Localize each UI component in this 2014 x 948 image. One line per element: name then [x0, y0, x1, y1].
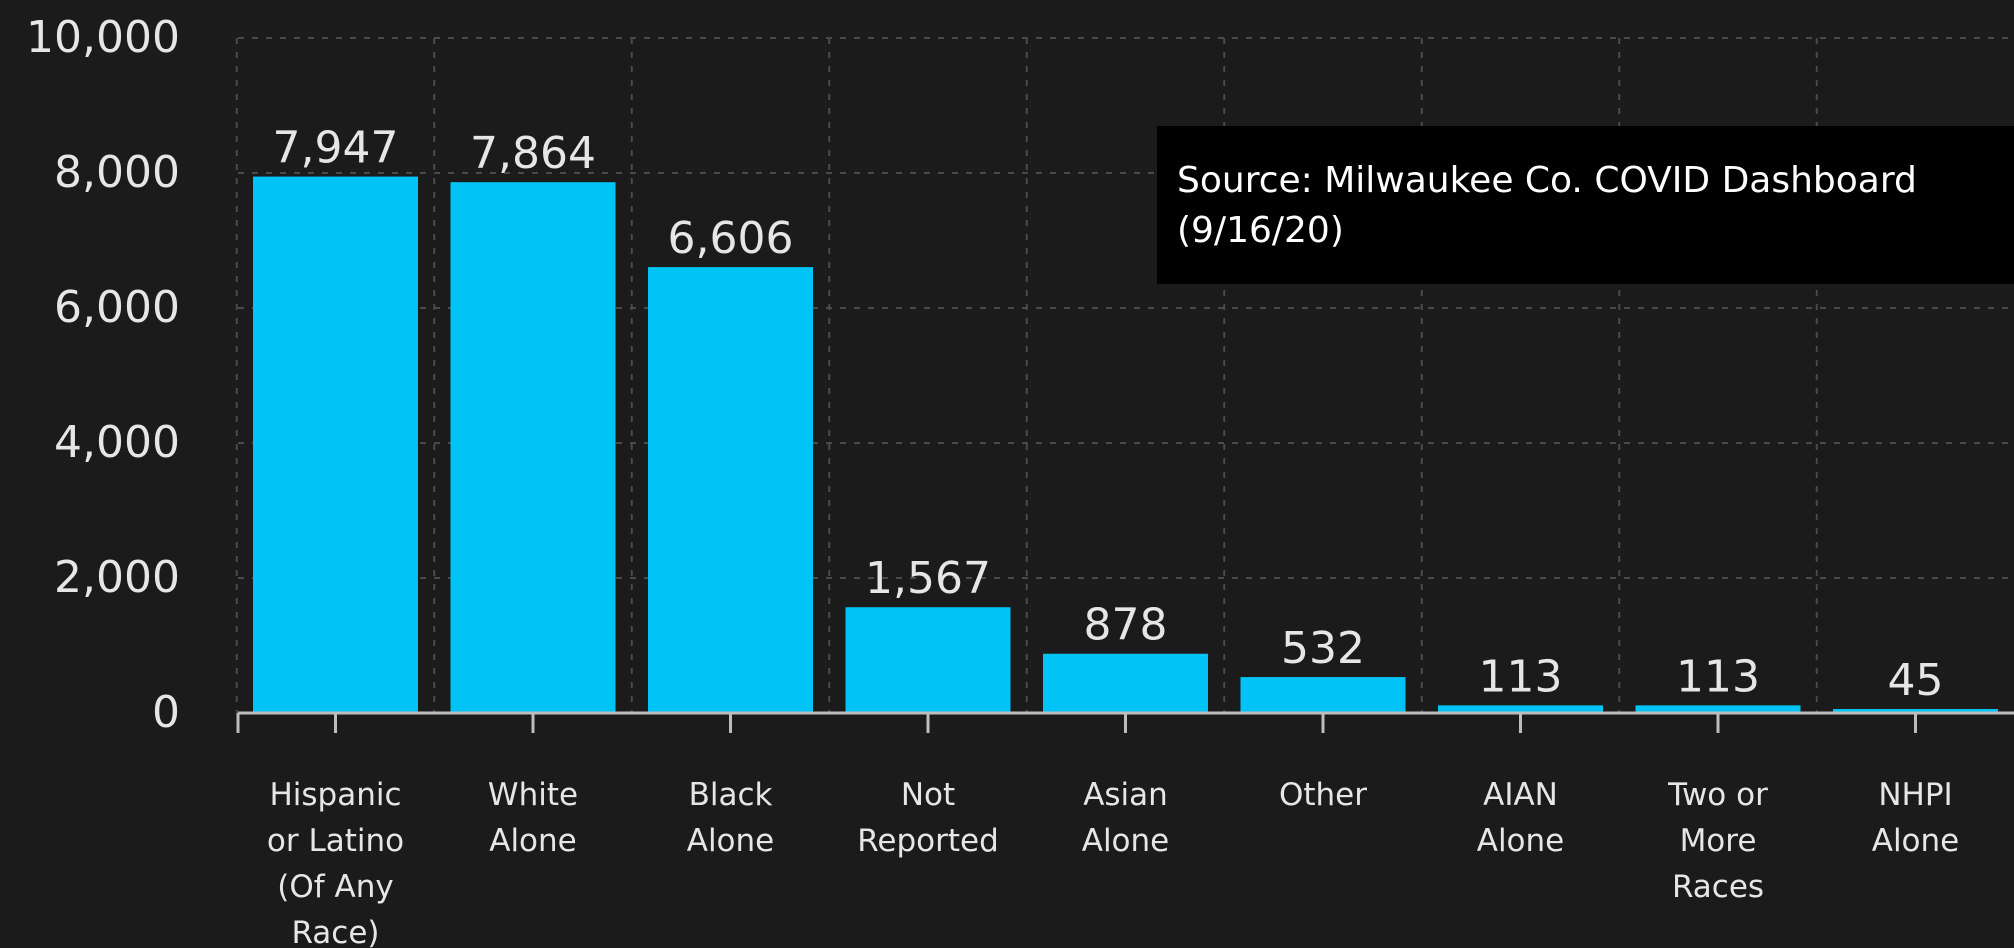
y-tick-label: 8,000: [54, 147, 180, 198]
category-label-line: Two or: [1667, 777, 1768, 813]
bar: [450, 182, 616, 713]
category-label-line: Other: [1279, 777, 1367, 813]
category-label: White Alone: [488, 777, 578, 859]
category-label: AIAN Alone: [1477, 777, 1565, 859]
y-tick-label: 10,000: [26, 12, 180, 63]
value-label: 1,567: [865, 553, 991, 604]
bars: [253, 176, 1998, 713]
bar: [1438, 705, 1603, 713]
bar: [1043, 653, 1208, 713]
category-label-line: Hispanic: [269, 777, 401, 813]
category-label-line: Alone: [489, 823, 577, 859]
category-label-line: or Latino: [267, 823, 404, 859]
value-label: 532: [1281, 623, 1365, 674]
category-label-line: Alone: [1082, 823, 1170, 859]
category-label-line: Race): [291, 915, 379, 948]
bar: [1833, 709, 1998, 713]
value-label: 7,947: [273, 123, 399, 174]
category-label-line: Asian: [1083, 777, 1168, 813]
category-label-line: Alone: [1872, 823, 1960, 859]
category-label: Black Alone: [687, 777, 775, 859]
bar: [1240, 677, 1406, 713]
category-label-line: Not: [901, 777, 955, 813]
category-label: Hispanic or Latino (Of Any Race): [267, 777, 404, 948]
category-label-line: AIAN: [1483, 777, 1558, 813]
bar: [253, 176, 418, 713]
category-label: Not Reported: [857, 777, 999, 859]
category-label-line: White: [488, 777, 578, 813]
value-label: 45: [1888, 655, 1944, 706]
y-tick-label: 6,000: [54, 282, 180, 333]
y-axis-tick-labels: 0 2,000 4,000 6,000 8,000 10,000: [26, 12, 180, 738]
value-label: 6,606: [668, 213, 794, 264]
category-label: Two or More Races: [1667, 777, 1768, 905]
bar: [1635, 705, 1801, 713]
y-tick-label: 2,000: [54, 552, 180, 603]
category-label-line: NHPI: [1878, 777, 1952, 813]
value-labels: 7,947 7,864 6,606 1,567 878 532 113 113 45: [273, 123, 1944, 706]
category-label-line: Black: [689, 777, 773, 813]
value-label: 878: [1084, 600, 1168, 651]
x-axis: [236, 711, 2014, 733]
category-label: Asian Alone: [1082, 777, 1170, 859]
bar: [648, 267, 813, 713]
category-label: Other: [1279, 777, 1367, 813]
source-note-line-1: Source: Milwaukee Co. COVID Dashboard: [1177, 160, 1917, 201]
source-note: Source: Milwaukee Co. COVID Dashboard (9…: [1157, 126, 2014, 284]
category-label-line: (Of Any: [277, 869, 393, 905]
y-tick-label: 4,000: [54, 417, 180, 468]
category-label-line: Alone: [1477, 823, 1565, 859]
category-label-line: More: [1680, 823, 1757, 859]
source-note-line-2: (9/16/20): [1177, 210, 1344, 251]
bar: [845, 607, 1011, 713]
y-tick-label: 0: [152, 687, 180, 738]
value-label: 113: [1676, 651, 1760, 702]
category-label-line: Races: [1672, 869, 1764, 905]
category-label-line: Alone: [687, 823, 775, 859]
category-label: NHPI Alone: [1872, 777, 1960, 859]
value-label: 7,864: [470, 128, 596, 179]
category-label-line: Reported: [857, 823, 999, 859]
value-label: 113: [1479, 651, 1563, 702]
